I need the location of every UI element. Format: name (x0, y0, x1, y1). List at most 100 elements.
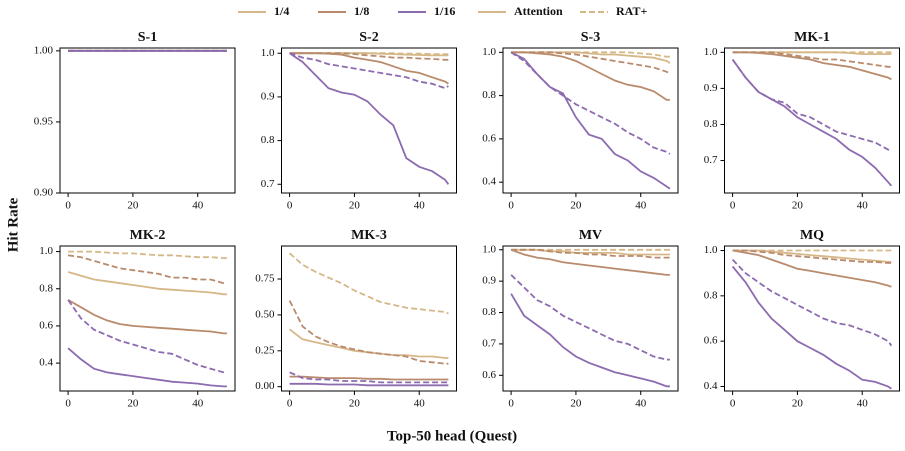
series-line (731, 265, 892, 390)
y-tick-label: 0.8 (704, 118, 718, 130)
y-tick-label: 0.75 (255, 273, 275, 285)
series-line (67, 254, 227, 285)
y-tick-label: 0.6 (39, 319, 53, 331)
series-line (510, 293, 670, 388)
series-line (289, 252, 449, 315)
y-tick-label: 0.4 (39, 357, 53, 369)
chart-title: MK-2 (130, 228, 166, 243)
plot-frame (502, 47, 679, 194)
y-tick-label: 1.0 (482, 243, 496, 255)
series-line (511, 248, 670, 259)
series-line (731, 258, 893, 347)
y-tick-label: 0.7 (482, 337, 496, 349)
series-line (511, 51, 671, 75)
legend-label: Attention (514, 4, 563, 18)
y-tick-label: 0.8 (261, 134, 275, 146)
x-tick-label: 40 (192, 200, 204, 212)
x-tick-label: 0 (508, 398, 514, 410)
chart-title: S-1 (138, 30, 157, 45)
series-line (510, 274, 670, 361)
x-tick-label: 20 (127, 200, 139, 212)
x-tick-label: 0 (508, 200, 514, 212)
series-line (289, 371, 449, 384)
series-line (67, 299, 227, 335)
y-tick-label: 0.9 (704, 82, 718, 94)
x-tick-label: 40 (857, 398, 869, 410)
series-line (732, 51, 892, 68)
y-tick-label: 0.4 (704, 380, 718, 392)
x-tick-label: 0 (730, 200, 736, 212)
x-tick-label: 40 (857, 200, 869, 212)
y-tick-label: 1.00 (34, 44, 54, 56)
series-line (732, 249, 892, 288)
chart-title: MV (579, 228, 602, 243)
plot-frame (724, 245, 900, 392)
series-line (731, 58, 892, 153)
y-tick-label: 1.0 (482, 46, 496, 58)
y-tick-label: 1.0 (261, 47, 275, 59)
y-tick-label: 1.0 (704, 244, 718, 256)
y-tick-label: 0.8 (704, 289, 718, 301)
series-line (511, 51, 670, 101)
x-axis-label: Top-50 head (Quest) (387, 428, 517, 444)
x-tick-label: 0 (65, 200, 71, 212)
series-line (67, 271, 227, 296)
y-tick-label: 0.9 (482, 275, 496, 287)
y-axis-label: Hit Rate (5, 197, 21, 252)
plot-frame (59, 245, 236, 392)
x-tick-label: 20 (570, 200, 582, 212)
chart-title: S-2 (359, 30, 378, 45)
series-line (289, 52, 449, 90)
x-tick-label: 40 (635, 200, 647, 212)
y-tick-label: 0.7 (704, 154, 718, 166)
x-tick-label: 0 (730, 398, 736, 410)
plot-frame (502, 245, 679, 392)
series-line (289, 382, 449, 387)
series-line (289, 328, 449, 359)
y-tick-label: 0.8 (39, 282, 53, 294)
y-tick-label: 0.00 (255, 380, 275, 392)
plot-frame (59, 47, 236, 194)
y-tick-label: 0.50 (255, 308, 275, 320)
chart-title: MK-1 (794, 30, 830, 45)
x-tick-label: 40 (192, 398, 204, 410)
legend-label: 1/4 (274, 4, 289, 18)
x-tick-label: 0 (287, 200, 293, 212)
series-line (289, 52, 450, 185)
series-line (68, 250, 227, 259)
y-tick-label: 0.95 (34, 115, 54, 127)
x-tick-label: 20 (792, 398, 804, 410)
series-line (732, 249, 892, 264)
y-tick-label: 1.0 (704, 46, 718, 58)
y-tick-label: 0.8 (482, 306, 496, 318)
series-line (510, 51, 671, 155)
x-tick-label: 40 (414, 398, 426, 410)
plot-frame (281, 245, 457, 392)
y-tick-label: 0.90 (34, 187, 54, 199)
x-tick-label: 40 (635, 398, 647, 410)
y-tick-label: 0.7 (261, 178, 275, 190)
y-tick-label: 0.6 (482, 132, 496, 144)
legend-label: 1/8 (354, 4, 369, 18)
series-line (67, 347, 227, 388)
series-line (510, 248, 670, 276)
series-line (732, 51, 892, 81)
plot-frame (281, 47, 457, 194)
legend-label: RAT+ (616, 4, 647, 18)
series-line (289, 375, 449, 381)
y-tick-label: 0.6 (704, 335, 718, 347)
x-tick-label: 20 (570, 398, 582, 410)
plot-frame (724, 47, 900, 194)
series-line (288, 300, 449, 365)
y-tick-label: 0.9 (261, 90, 275, 102)
y-tick-label: 1.0 (39, 245, 53, 257)
y-tick-label: 0.25 (255, 344, 275, 356)
y-tick-label: 0.6 (482, 369, 496, 381)
x-tick-label: 40 (414, 200, 426, 212)
series-line (289, 52, 449, 61)
y-tick-label: 0.8 (482, 89, 496, 101)
x-tick-label: 20 (349, 398, 361, 410)
series-line (67, 299, 227, 374)
x-tick-label: 20 (792, 200, 804, 212)
